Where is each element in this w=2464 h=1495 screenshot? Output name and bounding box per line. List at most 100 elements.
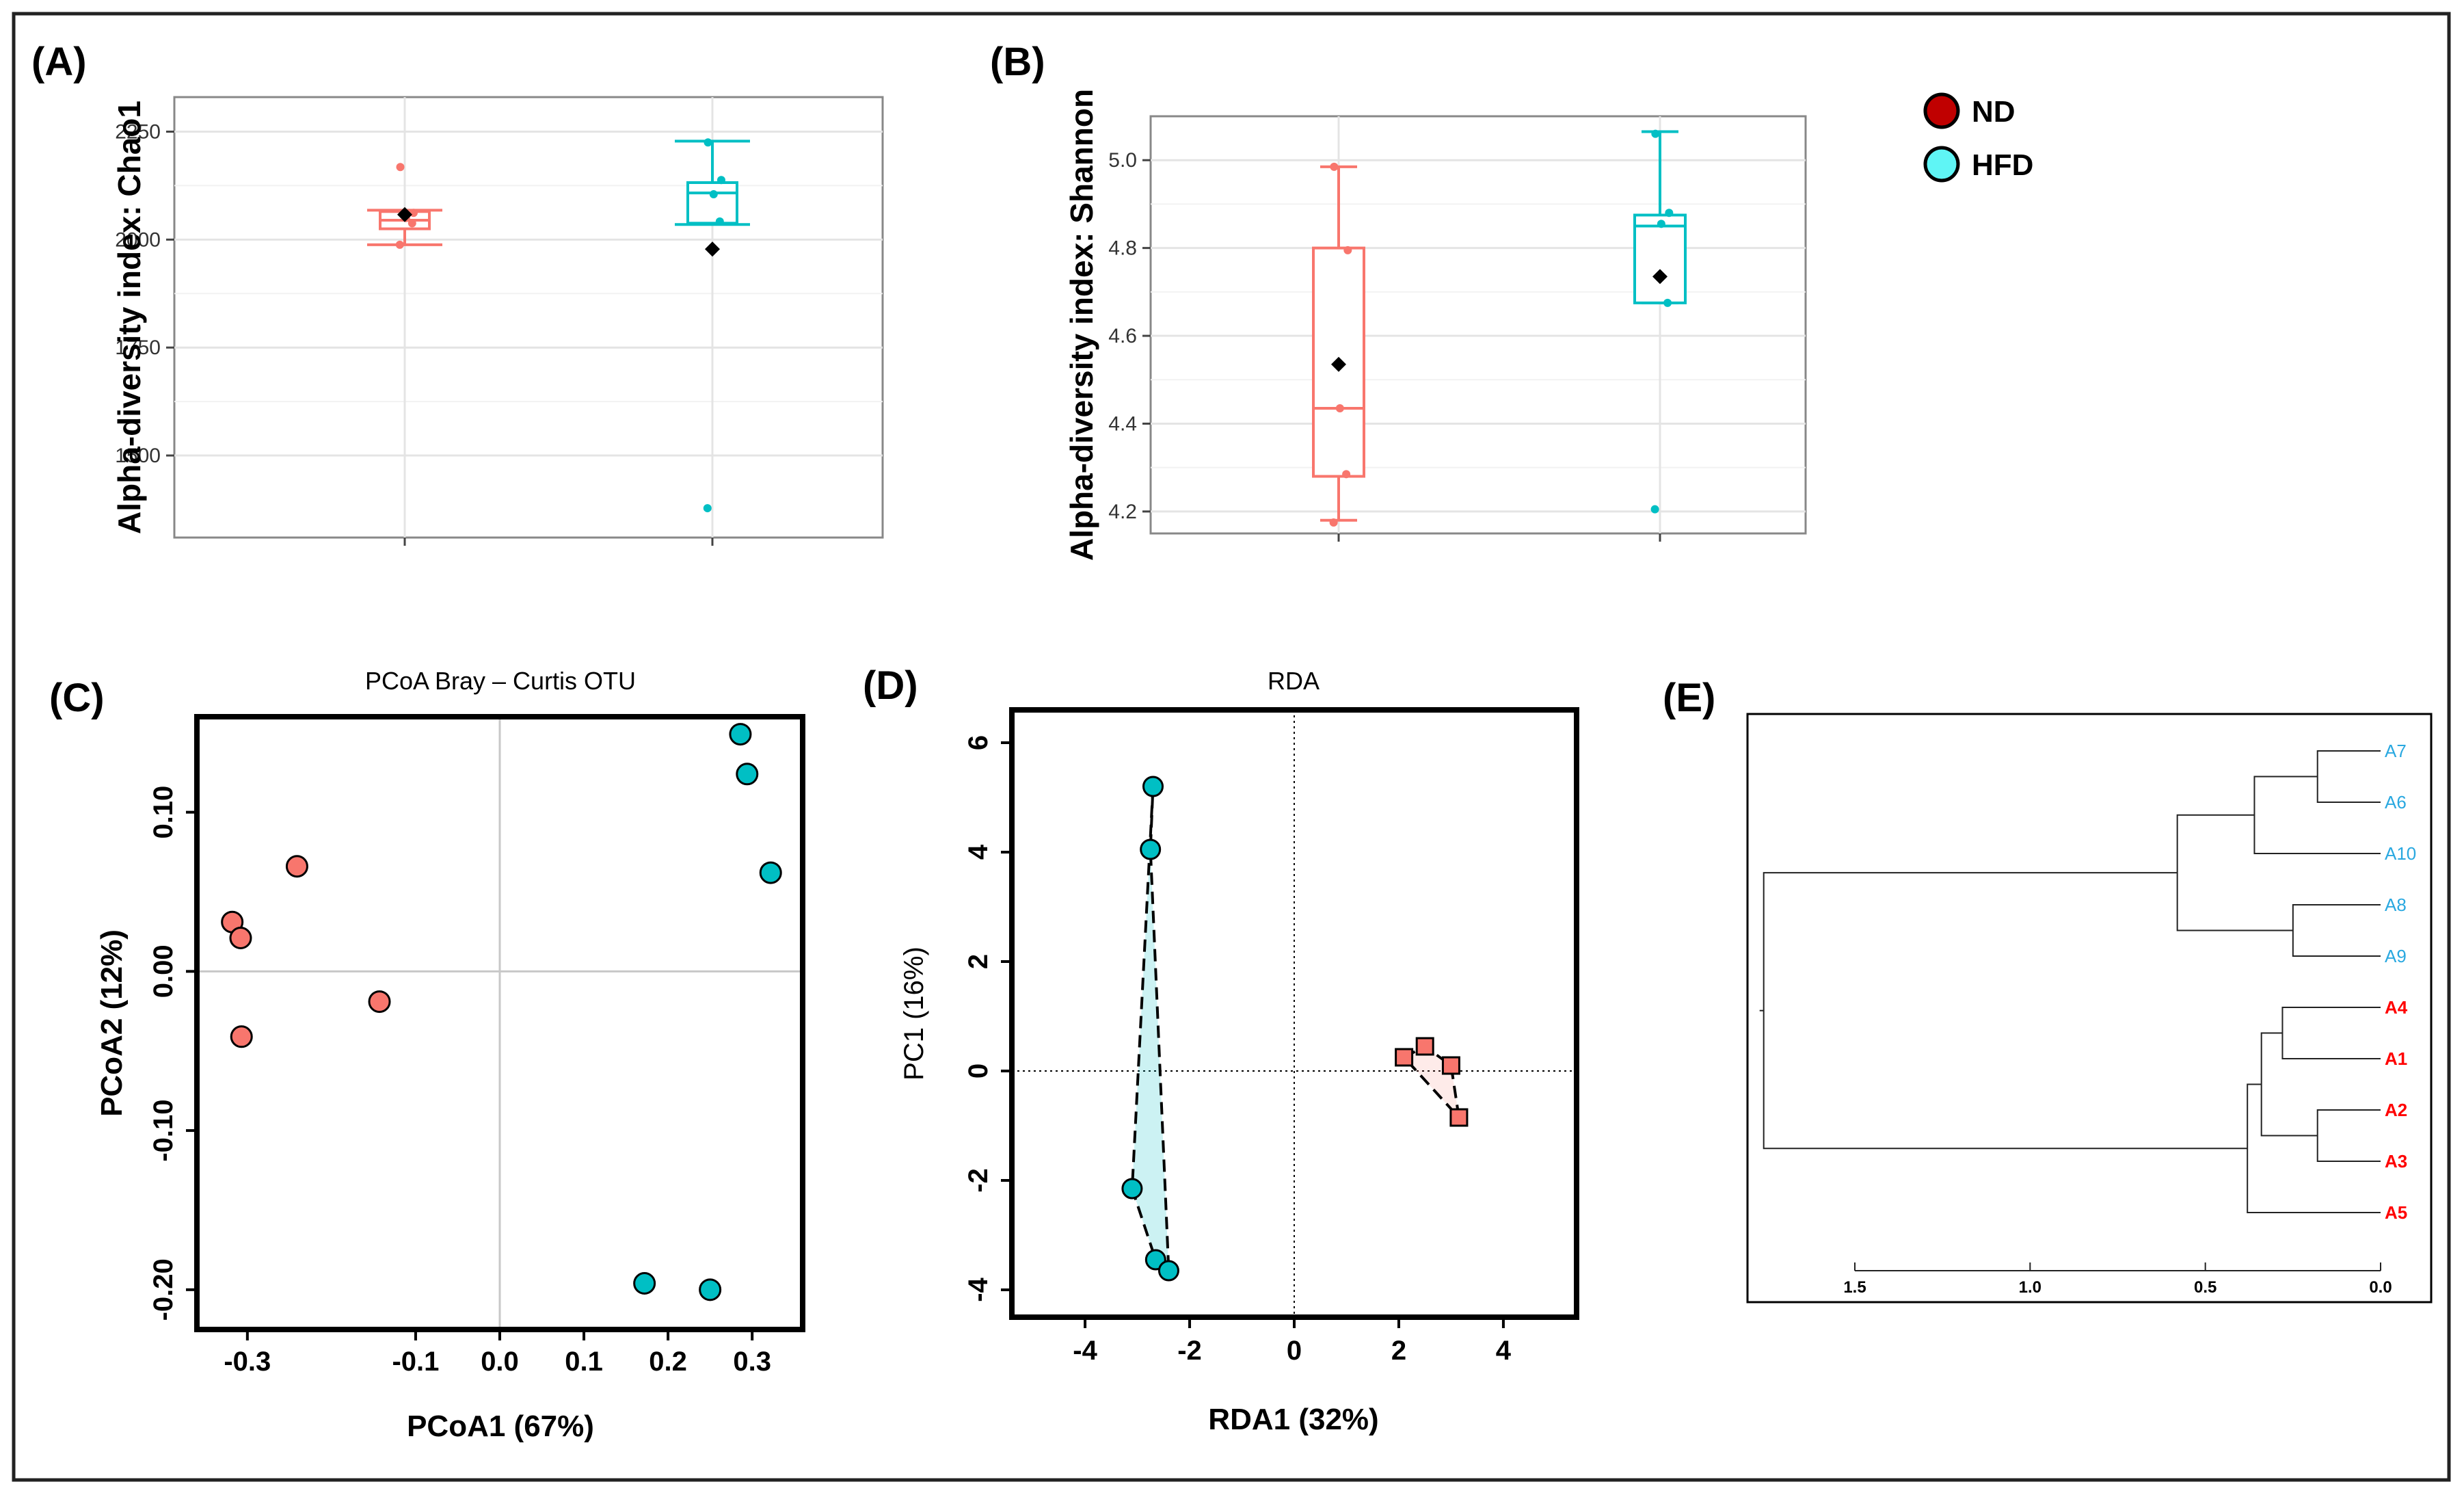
b-y-tick-label: 4.4	[1108, 412, 1137, 435]
panel-c-ticks: -0.3 -0.1 0.0 0.1 0.2 0.3 -0.20 -0.10 0.00 0.10	[148, 786, 771, 1377]
legend: ND HFD	[1923, 92, 2033, 183]
panel-d-y-axis-label: PC1 (16%)	[899, 947, 929, 1081]
d-y-tick-label: 0	[963, 1063, 993, 1079]
d-point-hfd	[1140, 838, 1162, 860]
panel-d-group-hulls	[1130, 786, 1461, 1274]
panel-a-y-ticks: 1500 1750 2000 2250	[115, 121, 714, 546]
a-box-hfd	[686, 181, 738, 225]
b-mean-marker	[1331, 356, 1346, 372]
panel-a-chao1-boxplot: 1500 1750 2000 2250 Alpha-diversity index: …	[111, 96, 884, 546]
d-point-nd	[1395, 1048, 1414, 1067]
panel-label-d: (D)	[863, 663, 918, 708]
panel-c-y-axis-label: PCoA2 (12%)	[95, 929, 129, 1117]
b-data-point	[1657, 220, 1665, 228]
panel-a-gridlines	[174, 97, 883, 538]
d-y-tick-label: 2	[963, 954, 993, 969]
panel-c-points	[221, 723, 782, 1301]
d-point-nd	[1415, 1037, 1434, 1056]
panel-label-e: (E)	[1663, 676, 1715, 720]
a-data-point	[709, 190, 718, 199]
panel-c-pcoa-scatter: PCoA Bray – Curtis OTU -0.3 -0.1 0.0 0.1 0.2…	[95, 667, 805, 1443]
e-leaf-label: A2	[2385, 1100, 2407, 1120]
c-x-tick-label: -0.3	[224, 1347, 271, 1377]
panel-b-boxes	[1312, 129, 1687, 527]
e-scale-tick-label: 0.0	[2369, 1278, 2392, 1297]
d-point-hfd	[1142, 776, 1164, 797]
e-leaf-label: A10	[2385, 843, 2416, 864]
d-y-tick-label: 4	[963, 844, 993, 860]
c-y-tick-label: -0.10	[148, 1100, 178, 1162]
b-data-point	[1335, 404, 1344, 412]
c-point-hfd	[699, 1278, 722, 1301]
e-leaf-label: A5	[2385, 1202, 2407, 1223]
a-data-point	[715, 217, 724, 226]
e-merge-branch	[1763, 872, 2248, 1150]
e-leaf-label: A4	[2385, 997, 2408, 1018]
c-point-nd	[368, 990, 391, 1014]
legend-hfd-label: HFD	[1972, 148, 2033, 182]
e-leaf-label: A8	[2385, 895, 2407, 915]
e-leaf-label: A3	[2385, 1151, 2407, 1172]
b-data-point	[1650, 505, 1659, 514]
legend-nd-marker	[1923, 92, 1960, 129]
d-x-tick-label: -4	[1073, 1336, 1097, 1366]
a-mean-marker	[397, 207, 412, 222]
b-box-hfd	[1633, 213, 1687, 304]
panel-c-reference-lines	[197, 717, 803, 1329]
c-y-tick-label: -0.20	[148, 1258, 178, 1321]
b-y-tick-label: 4.6	[1108, 325, 1137, 347]
e-scale-tick-label: 1.5	[1843, 1278, 1866, 1297]
panel-b-y-ticks: 4.2 4.4 4.6 4.8 5.0	[1108, 149, 1661, 542]
panel-c-x-axis-label: PCoA1 (67%)	[407, 1410, 594, 1443]
c-point-nd	[229, 926, 252, 949]
d-point-hfd	[1157, 1260, 1179, 1282]
a-y-tick-label: 2250	[115, 121, 161, 144]
b-data-point	[1342, 470, 1351, 479]
d-x-tick-label: 4	[1496, 1336, 1512, 1366]
panel-label-b: (B)	[990, 40, 1045, 84]
c-x-tick-label: 0.2	[649, 1347, 687, 1377]
legend-nd-label: ND	[1972, 95, 2016, 129]
a-data-point	[407, 219, 416, 228]
d-point-hfd	[1121, 1178, 1143, 1200]
b-mean-marker	[1652, 269, 1668, 285]
e-leaf-label: A1	[2385, 1048, 2407, 1069]
c-x-tick-label: -0.1	[392, 1347, 439, 1377]
panel-e-leaf-labels: A7 A6 A10 A8 A9 A4 A1 A2 A3 A5	[2385, 741, 2416, 1223]
e-leaf-label: A7	[2385, 741, 2407, 761]
panel-d-title: RDA	[1268, 667, 1320, 695]
panel-b-y-axis-label: Alpha-diversity index: Shannon	[1064, 89, 1099, 561]
panel-d-points	[1121, 776, 1469, 1282]
a-y-tick-label: 1750	[115, 336, 161, 359]
a-data-point	[396, 163, 405, 172]
panel-label-a: (A)	[31, 40, 87, 84]
a-data-point	[717, 176, 725, 185]
a-mean-marker	[705, 241, 720, 257]
c-x-tick-label: 0.3	[733, 1347, 771, 1377]
b-data-point	[1343, 246, 1352, 254]
e-merge-branch	[2247, 1083, 2381, 1213]
e-leaf-label: A6	[2385, 792, 2407, 812]
panel-c-title: PCoA Bray – Curtis OTU	[365, 667, 636, 695]
a-y-tick-label: 2000	[115, 228, 161, 251]
a-data-point	[704, 138, 712, 147]
d-x-tick-label: 0	[1287, 1336, 1302, 1366]
d-point-nd	[1449, 1108, 1469, 1127]
c-x-tick-label: 0.0	[481, 1347, 519, 1377]
a-data-point	[395, 240, 404, 249]
panel-label-c: (C)	[49, 676, 105, 720]
e-leaf-label: A9	[2385, 946, 2407, 966]
e-scale-tick-label: 0.5	[2194, 1278, 2217, 1297]
a-data-point	[703, 504, 712, 513]
panel-e-dendrogram: A7 A6 A10 A8 A9 A4 A1 A2 A3 A5 1.5 1.0 0.5 0.0	[1746, 713, 2433, 1304]
panel-d-reference-lines	[1012, 710, 1577, 1317]
b-data-point	[1651, 129, 1660, 138]
c-point-hfd	[633, 1272, 656, 1295]
panel-a-boxes	[367, 138, 750, 513]
panel-b-shannon-boxplot: 4.2 4.4 4.6 4.8 5.0 Alpha-diversity index: S…	[1064, 89, 1807, 561]
b-data-point	[1665, 209, 1674, 217]
b-box-nd	[1312, 246, 1365, 478]
panel-d-rda-scatter: RDA -4 -2 0 2 4 -4 -2 0 2 4 6 RDA1 (32%) PC1 (16%)	[899, 667, 1579, 1436]
panel-a-plot-area	[173, 96, 884, 539]
